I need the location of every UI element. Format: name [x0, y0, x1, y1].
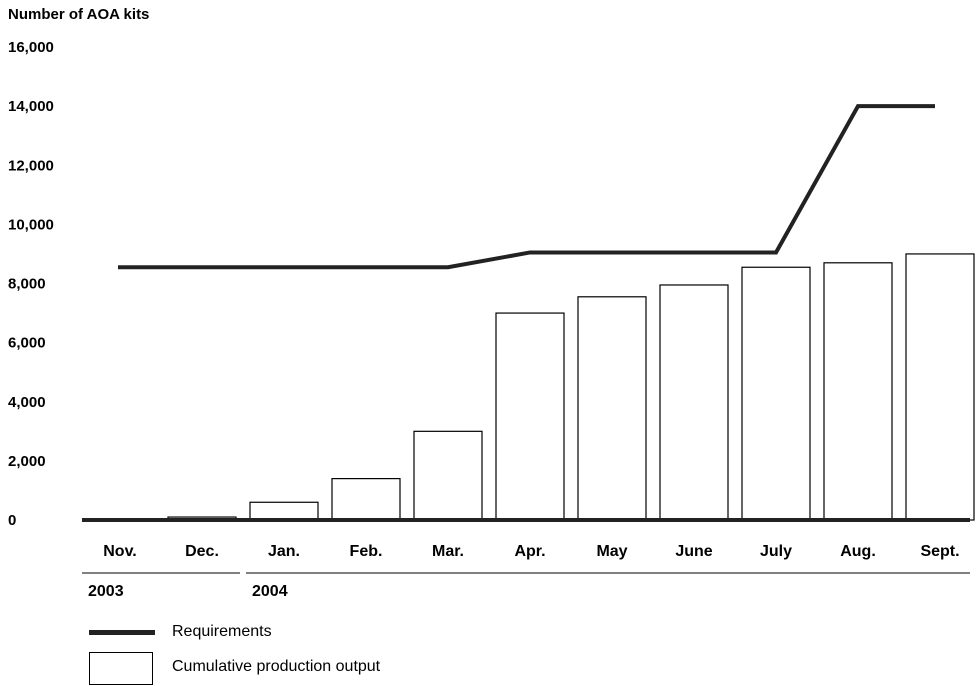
x-tick-label-3: Feb. — [350, 543, 383, 560]
y-axis-title: Number of AOA kits — [8, 6, 150, 23]
bar-6 — [577, 296, 647, 521]
legend-swatch-requirements — [89, 630, 155, 635]
bar-7 — [659, 284, 729, 521]
y-tick-label-2: 4,000 — [8, 394, 46, 411]
legend-label-requirements: Requirements — [172, 623, 272, 640]
bar-10 — [905, 253, 975, 521]
x-tick-label-2: Jan. — [268, 543, 300, 560]
x-tick-label-1: Dec. — [185, 543, 219, 560]
year-label-0: 2003 — [88, 583, 124, 600]
y-tick-label-1: 2,000 — [8, 453, 46, 470]
bar-8 — [741, 266, 811, 521]
bar-4 — [413, 430, 483, 521]
y-tick-label-0: 0 — [8, 512, 16, 529]
legend-swatch-production — [89, 652, 153, 685]
year-label-1: 2004 — [252, 583, 288, 600]
y-tick-label-4: 8,000 — [8, 276, 46, 293]
y-tick-label-7: 14,000 — [8, 98, 54, 115]
y-tick-label-8: 16,000 — [8, 39, 54, 56]
x-tick-label-9: Aug. — [840, 543, 876, 560]
bar-9 — [823, 262, 893, 521]
bar-3 — [331, 478, 401, 521]
x-tick-label-0: Nov. — [103, 543, 136, 560]
legend-label-production: Cumulative production output — [172, 658, 381, 675]
requirements-line — [118, 104, 935, 270]
y-tick-label-3: 6,000 — [8, 335, 46, 352]
y-tick-label-5: 10,000 — [8, 216, 54, 233]
x-tick-label-10: Sept. — [920, 543, 959, 560]
y-tick-label-6: 12,000 — [8, 157, 54, 174]
bar-5 — [495, 312, 565, 521]
x-tick-label-5: Apr. — [514, 543, 545, 560]
bar-2 — [249, 501, 319, 521]
x-tick-label-7: June — [675, 543, 712, 560]
x-tick-label-8: July — [760, 543, 792, 560]
x-tick-label-6: May — [596, 543, 627, 560]
x-tick-label-4: Mar. — [432, 543, 464, 560]
